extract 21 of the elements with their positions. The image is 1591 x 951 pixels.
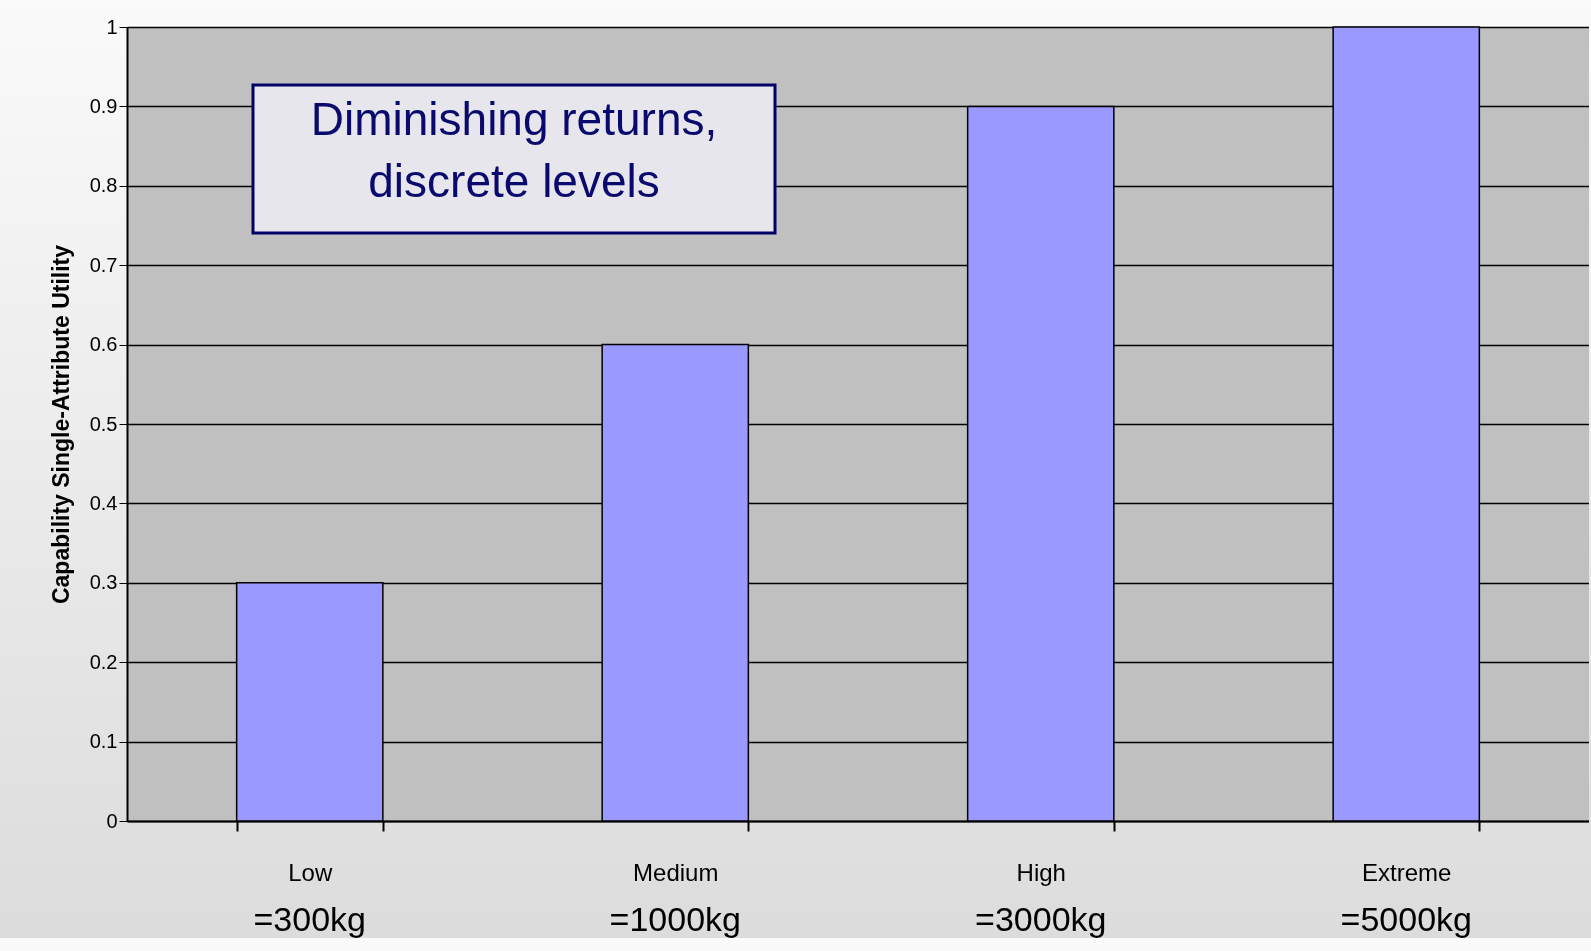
y-tick-label: 0 xyxy=(106,809,118,832)
y-tick-label: 0.1 xyxy=(89,730,118,753)
y-tick-label: 0.6 xyxy=(89,333,118,356)
y-tick-label: 0.3 xyxy=(89,571,118,594)
x-tick-label: Low xyxy=(288,858,333,886)
x-tick-label: High xyxy=(1016,858,1066,886)
text: =300kg xyxy=(253,900,366,938)
y-tick-label: 0.7 xyxy=(89,253,118,276)
y-tick-label: 0.4 xyxy=(89,491,118,514)
annotation: Diminishing returns, discrete levels xyxy=(310,93,718,207)
y-tick-label: 0.8 xyxy=(89,174,118,197)
x-tick-label: Extreme xyxy=(1362,858,1452,886)
x-tick-label: Medium xyxy=(633,858,719,886)
y-tick-label: 0.5 xyxy=(89,412,118,435)
y-tick-label: 1 xyxy=(106,15,118,38)
y-tick-label: 0.2 xyxy=(89,650,118,673)
text: =5000kg xyxy=(1340,900,1472,938)
text: =3000kg xyxy=(975,900,1107,938)
text: =1000kg xyxy=(609,900,741,938)
y-axis-title: Capability Single-Attribute Utility xyxy=(47,244,74,605)
y-tick-label: 0.9 xyxy=(89,94,118,117)
